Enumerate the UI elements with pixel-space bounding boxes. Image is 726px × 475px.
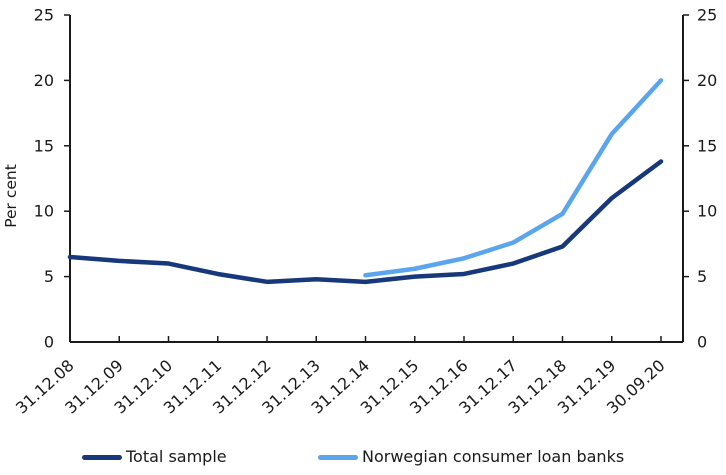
legend-item-consumer-loan-banks: Norwegian consumer loan banks (318, 449, 624, 465)
chart-legend: Total sample Norwegian consumer loan ban… (0, 441, 726, 475)
y-tick-label-left: 25 (34, 6, 54, 25)
legend-swatch-total-sample (82, 454, 122, 460)
y-tick-label-left: 20 (34, 71, 54, 90)
legend-swatch-consumer-loan-banks (318, 454, 358, 460)
series-line-total-sample (67, 159, 664, 285)
y-tick-label-right: 0 (697, 333, 707, 352)
y-tick-label-right: 20 (697, 71, 717, 90)
legend-item-total-sample: Total sample (82, 449, 227, 465)
y-tick-label-left: 15 (34, 136, 54, 155)
legend-label-total-sample: Total sample (126, 447, 227, 466)
y-tick-label-right: 15 (697, 136, 717, 155)
y-tick-label-right: 5 (697, 267, 707, 286)
series-line-norwegian-consumer-loan-banks (363, 78, 664, 278)
legend-label-consumer-loan-banks: Norwegian consumer loan banks (362, 447, 625, 466)
y-tick-label-right: 10 (697, 202, 717, 221)
y-tick-label-left: 0 (44, 333, 54, 352)
y-tick-label-left: 5 (44, 267, 54, 286)
y-axis-title: Per cent (2, 164, 20, 228)
y-tick-label-right: 25 (697, 6, 717, 25)
y-tick-label-left: 10 (34, 202, 54, 221)
